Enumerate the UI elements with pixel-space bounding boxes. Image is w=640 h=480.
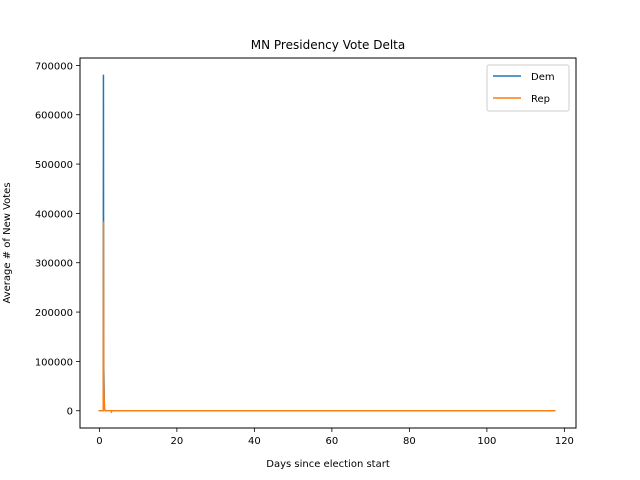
legend-box (486, 64, 570, 112)
x-tick-label: 120 (555, 436, 574, 447)
y-tick-label: 0 (67, 407, 73, 418)
x-tick-label: 60 (326, 436, 339, 447)
legend: Dem Rep (486, 64, 570, 112)
y-tick-label: 600000 (35, 111, 73, 122)
legend-label-dem: Dem (531, 72, 555, 83)
y-axis-label: Average # of New Votes (2, 182, 13, 303)
y-tick-label: 200000 (35, 308, 73, 319)
x-tick-label: 40 (248, 436, 261, 447)
y-tick-label: 400000 (35, 209, 73, 220)
x-tick-label: 80 (403, 436, 416, 447)
y-tick-label: 500000 (35, 160, 73, 171)
y-tick-label: 300000 (35, 259, 73, 270)
x-axis-label: Days since election start (266, 459, 390, 470)
x-tick-label: 0 (96, 436, 102, 447)
x-tick-label: 100 (477, 436, 496, 447)
x-tick-label: 20 (171, 436, 184, 447)
legend-label-rep: Rep (531, 94, 550, 105)
series-line-rep (98, 221, 556, 413)
tick-marks: 0 20 40 60 80 100 120 0 100000 200000 300000 400000… (35, 61, 574, 447)
y-tick-label: 700000 (35, 61, 73, 72)
y-tick-label: 100000 (35, 357, 73, 368)
chart-title: MN Presidency Vote Delta (251, 38, 405, 52)
plot-frame (79, 57, 577, 429)
plot-area (98, 74, 556, 413)
